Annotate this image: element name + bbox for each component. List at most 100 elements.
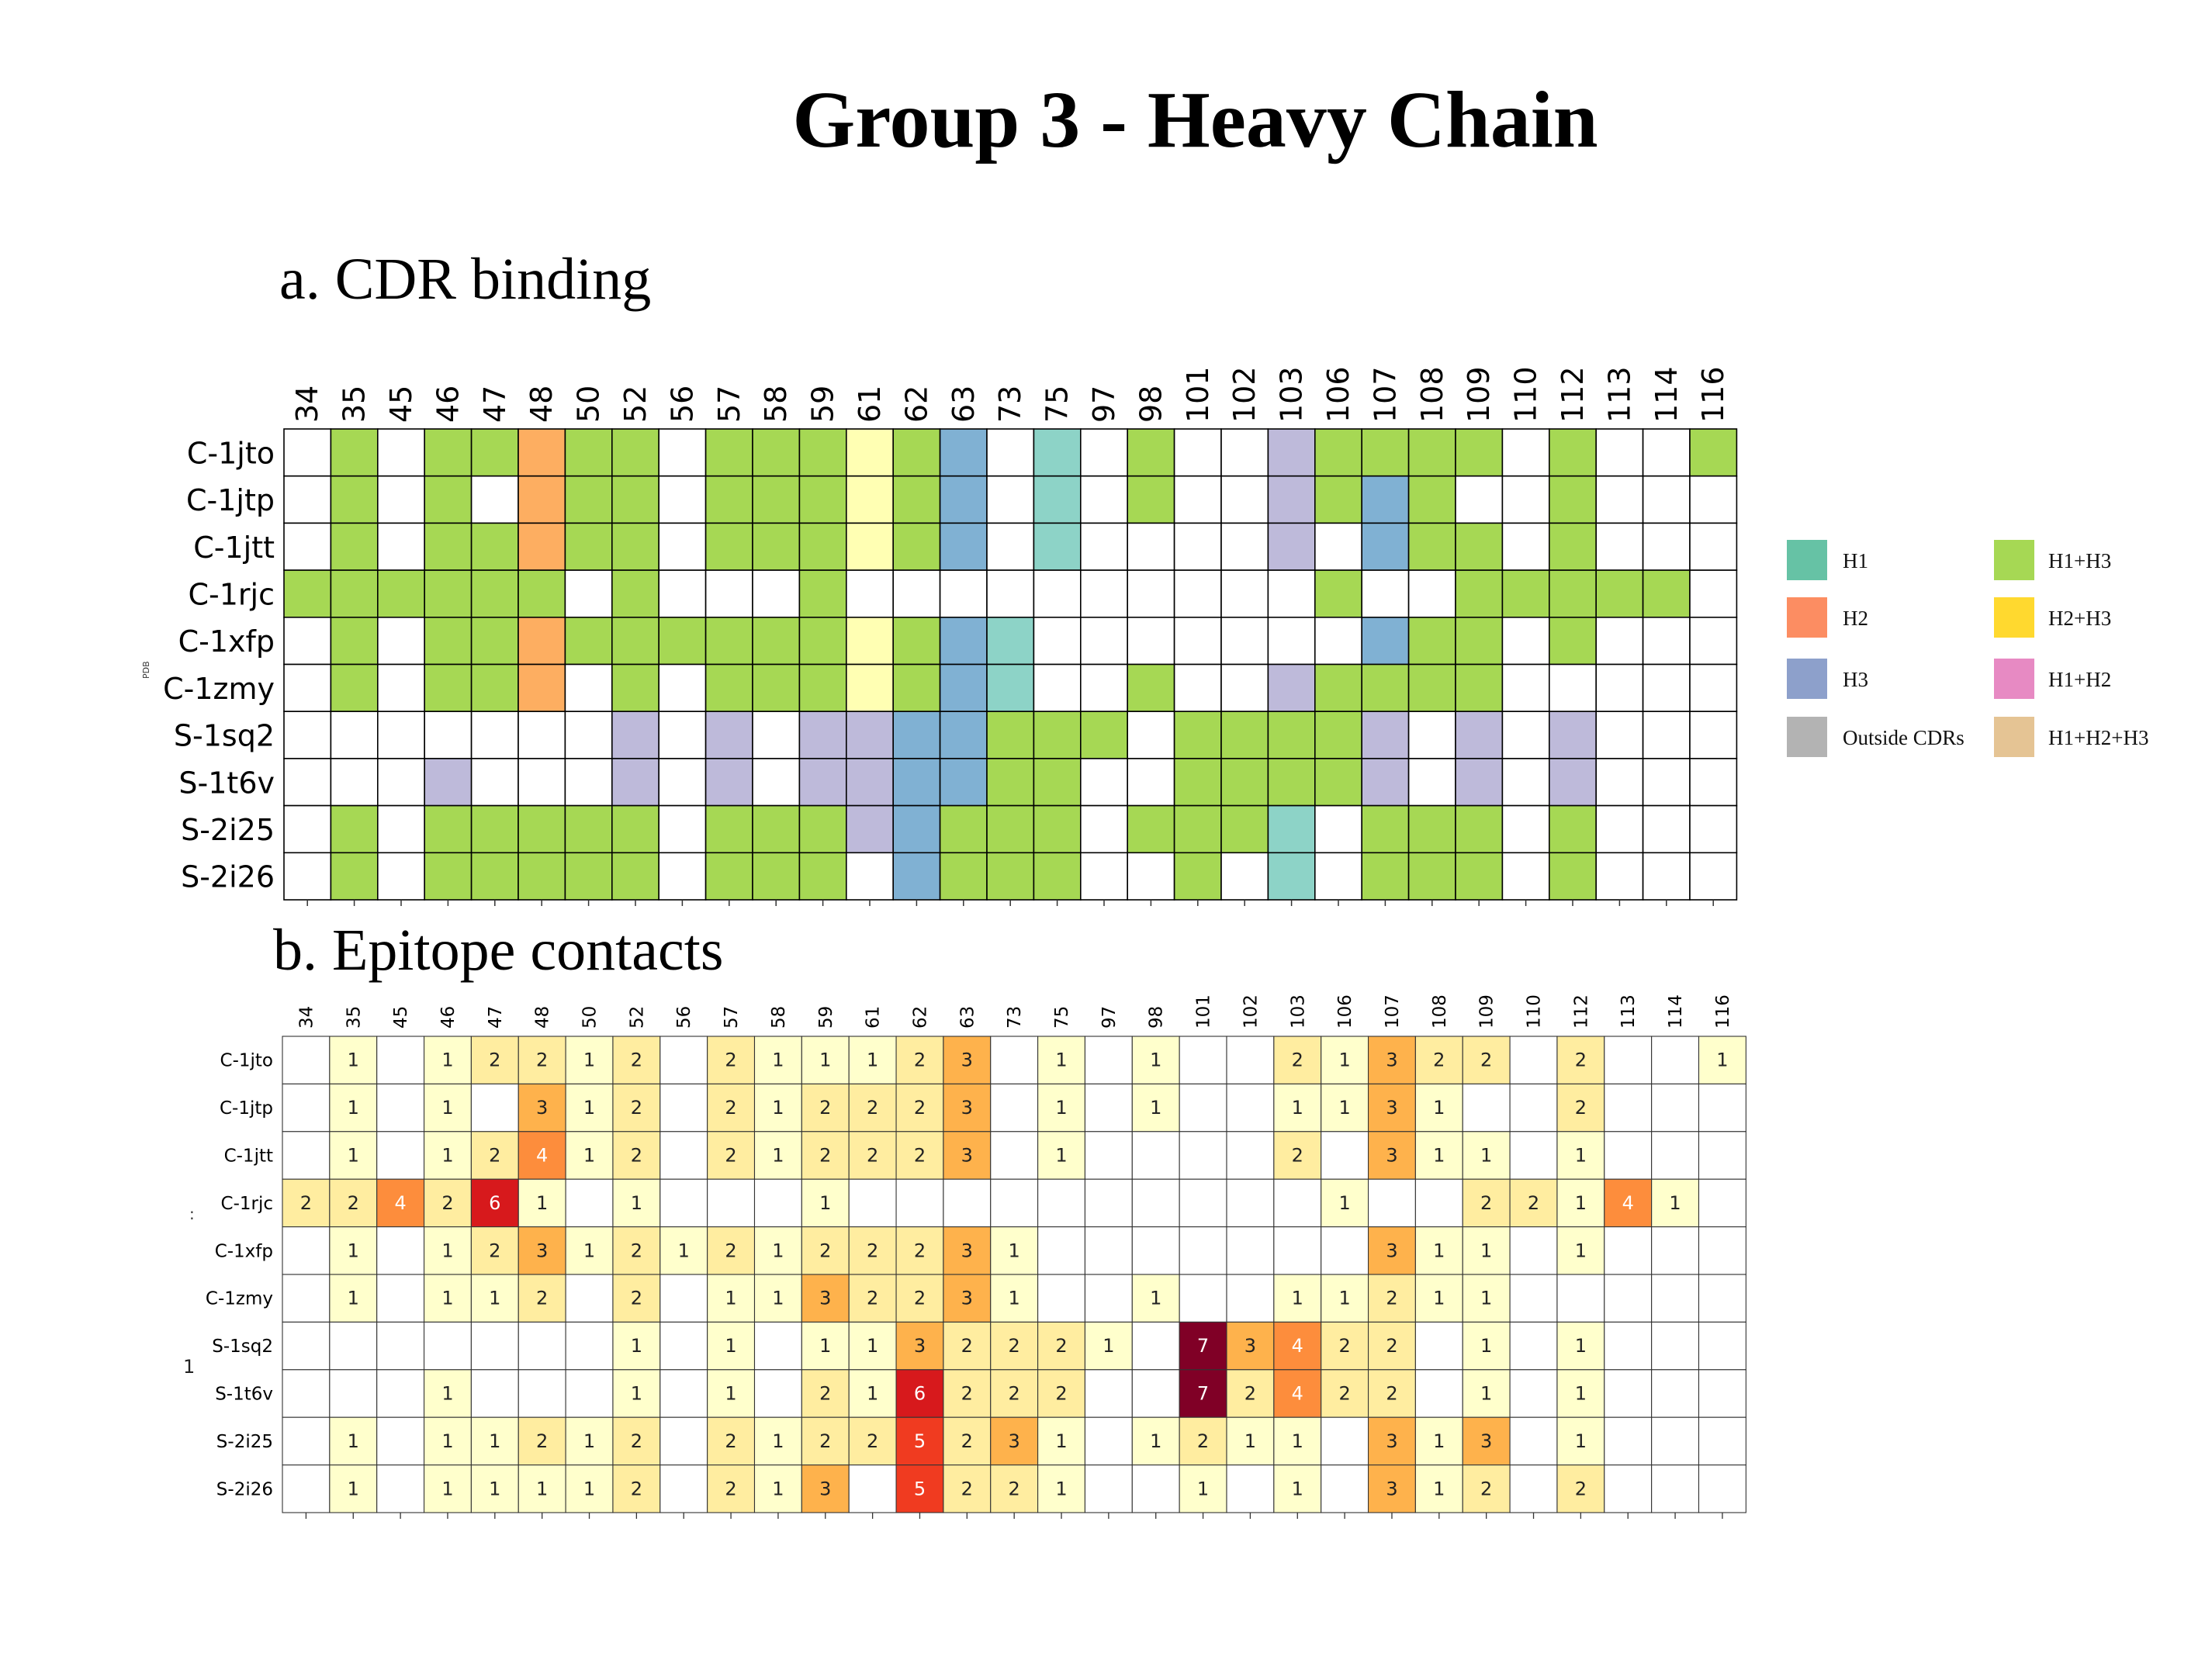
contact-cell	[1321, 1416, 1369, 1466]
cdr-cell	[1127, 522, 1175, 571]
cdr-cell	[658, 663, 707, 713]
cdr-cell	[564, 852, 613, 901]
contact-value-label: 1	[348, 1050, 359, 1071]
cdr-cell	[939, 616, 988, 666]
contact-value-label: 2	[631, 1050, 642, 1071]
cdr-cell	[1267, 852, 1316, 901]
contact-value-label: 1	[819, 1192, 831, 1214]
cdr-cell	[658, 804, 707, 854]
cdr-cell	[1080, 475, 1129, 524]
contact-cell	[1651, 1226, 1700, 1275]
contact-value-label: 2	[348, 1192, 359, 1214]
contact-cell	[565, 1416, 614, 1466]
contact-cell	[801, 1416, 850, 1466]
cdr-cell	[1220, 616, 1269, 666]
contact-cell	[1131, 1274, 1180, 1323]
cdr-cell	[1455, 522, 1504, 571]
contact-cell	[1321, 1465, 1369, 1513]
cdr-cell	[564, 804, 613, 854]
contact-value-label: 1	[772, 1288, 784, 1309]
contact-cell	[848, 1131, 897, 1180]
cdr-cell	[1595, 616, 1644, 666]
cdr-cell	[283, 569, 332, 618]
contact-value-label: 1	[348, 1288, 359, 1309]
cdr-column-label: 108	[1415, 366, 1449, 423]
contact-value-label: 2	[300, 1192, 312, 1214]
contact-cell	[565, 1465, 614, 1513]
cdr-cell	[1455, 475, 1504, 524]
contact-cell	[282, 1465, 331, 1513]
contact-cell	[1698, 1131, 1746, 1180]
cdr-cell	[1080, 569, 1129, 618]
cdr-cell	[1455, 852, 1504, 901]
cdr-cell	[939, 663, 988, 713]
contact-cell	[1604, 1036, 1653, 1084]
contact-cell	[943, 1178, 992, 1228]
cdr-cell	[1220, 475, 1269, 524]
contact-cell	[753, 1321, 802, 1371]
contact-cell	[895, 1369, 944, 1418]
cdr-cell	[283, 804, 332, 854]
contact-cell	[1226, 1131, 1275, 1180]
contact-cell	[943, 1226, 992, 1275]
cdr-cell	[1080, 522, 1129, 571]
contact-cell	[1462, 1178, 1511, 1228]
cdr-cell	[564, 428, 613, 477]
cdr-cell	[1267, 711, 1316, 759]
cdr-cell	[658, 569, 707, 618]
contact-column-label: 46	[438, 1006, 459, 1029]
contact-value-label: 2	[631, 1145, 642, 1167]
cdr-cell	[658, 758, 707, 807]
contact-column-label: 57	[722, 1006, 742, 1029]
contact-value-label: 1	[1480, 1288, 1492, 1309]
contact-value-label: 3	[961, 1145, 973, 1167]
contact-cell	[423, 1274, 472, 1323]
contact-value-label: 3	[1386, 1097, 1397, 1119]
contact-row-label: C-1jto	[220, 1051, 273, 1071]
cdr-cell	[752, 475, 801, 524]
contact-row-label: C-1xfp	[215, 1241, 273, 1261]
cdr-cell	[1127, 663, 1175, 713]
contact-cell	[282, 1083, 331, 1133]
contact-value-label: 2	[631, 1288, 642, 1309]
cdr-cell	[798, 852, 847, 901]
cdr-column-label: 107	[1368, 366, 1402, 423]
contact-cell	[329, 1369, 378, 1418]
contact-cell	[1273, 1036, 1322, 1084]
contact-cell	[1698, 1036, 1746, 1084]
cdr-cell	[1314, 475, 1363, 524]
contact-value-label: 4	[1292, 1335, 1303, 1357]
cdr-cell	[1220, 758, 1269, 807]
contact-value-label: 1	[772, 1430, 784, 1452]
contact-cell	[801, 1036, 850, 1084]
contact-column-label: 48	[533, 1006, 553, 1029]
cdr-cell	[1595, 522, 1644, 571]
contact-cell	[1084, 1465, 1133, 1513]
contact-column-label: 62	[910, 1006, 930, 1029]
cdr-cell	[892, 522, 941, 571]
contact-cell	[1556, 1369, 1605, 1418]
cdr-cell	[1549, 522, 1598, 571]
cdr-cell	[1361, 804, 1410, 854]
contact-cell	[329, 1083, 378, 1133]
cdr-cell	[283, 522, 332, 571]
contact-cell	[659, 1465, 708, 1513]
contact-cell	[1651, 1465, 1700, 1513]
cdr-cell	[611, 852, 659, 901]
contact-cell	[1368, 1178, 1416, 1228]
cdr-cell	[376, 616, 425, 666]
contact-value-label: 1	[1575, 1383, 1587, 1405]
contact-cell	[1651, 1369, 1700, 1418]
contact-cell	[753, 1369, 802, 1418]
contact-cell	[470, 1131, 519, 1180]
cdr-cell	[752, 522, 801, 571]
cdr-row-label: C-1rjc	[189, 577, 275, 611]
contact-cell	[1179, 1131, 1227, 1180]
contact-cell	[895, 1274, 944, 1323]
cdr-cell	[518, 711, 566, 759]
cdr-cell	[1173, 852, 1222, 901]
contact-value-label: 3	[536, 1097, 548, 1119]
contact-cell	[1037, 1178, 1085, 1228]
cdr-cell	[1080, 616, 1129, 666]
